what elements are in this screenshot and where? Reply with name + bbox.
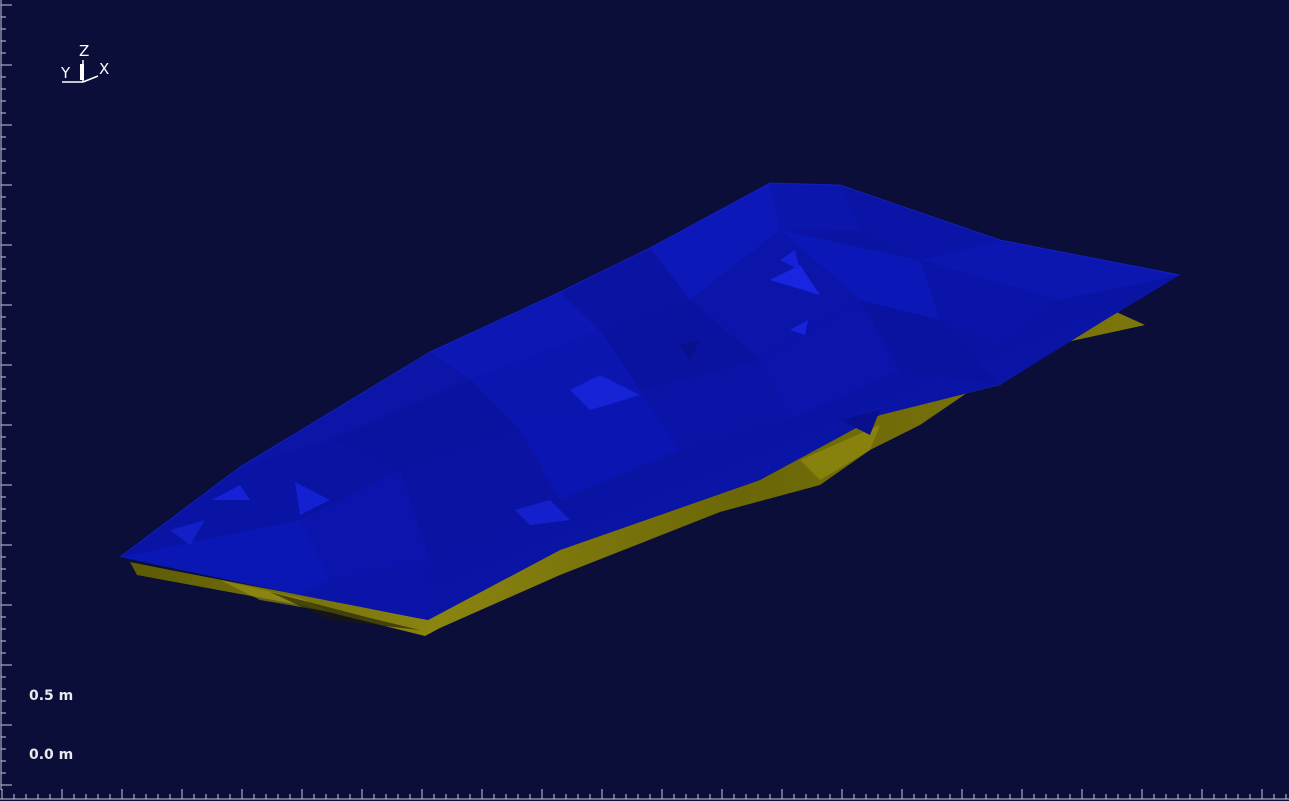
scale-label-lower: 0.0 m bbox=[29, 747, 74, 763]
vertical-scale-ruler bbox=[0, 0, 12, 790]
scale-label-upper: 0.5 m bbox=[29, 688, 74, 704]
upper-surface-mesh bbox=[119, 182, 1181, 620]
axes-gizmo-icon[interactable] bbox=[62, 60, 99, 83]
lower-surface-mesh bbox=[130, 310, 1145, 636]
axis-x-label: X bbox=[99, 60, 110, 78]
horizontal-scale-ruler bbox=[0, 789, 1289, 800]
axis-z-label: Z bbox=[79, 42, 90, 60]
axis-y-label: Y bbox=[61, 64, 71, 82]
